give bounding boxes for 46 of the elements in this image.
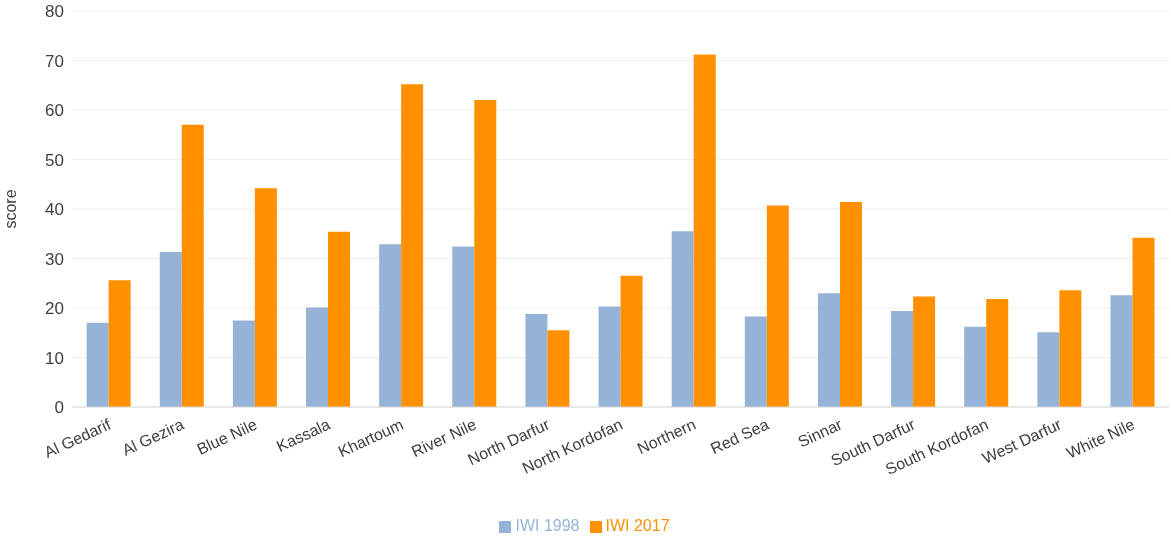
bar [693, 54, 716, 407]
x-tick-label: White Nile [1063, 415, 1138, 462]
bar [620, 275, 643, 407]
bar [401, 84, 424, 407]
bar [474, 100, 497, 407]
legend-label: IWI 1998 [515, 517, 580, 534]
bar [891, 310, 914, 407]
bar [964, 326, 987, 407]
bar [744, 316, 767, 407]
bar [671, 231, 694, 407]
legend-label: IWI 2017 [605, 517, 670, 534]
bar [766, 205, 789, 407]
y-tick-label: 40 [45, 200, 64, 220]
bar [525, 313, 548, 407]
bar [547, 330, 570, 407]
y-tick-label: 70 [45, 51, 64, 71]
x-tick-label: Al Gezira [119, 415, 187, 459]
bar [986, 299, 1009, 407]
y-tick-label: 30 [45, 249, 64, 269]
bar [1132, 237, 1155, 407]
bar [86, 322, 109, 407]
bar [254, 188, 277, 407]
y-tick-label: 0 [54, 398, 64, 418]
bar [1059, 290, 1082, 407]
bar [913, 296, 936, 407]
bar [379, 244, 402, 407]
bar [452, 246, 475, 407]
bar [328, 231, 351, 407]
bar [232, 320, 255, 407]
y-tick-label: 50 [45, 150, 64, 170]
bar [1110, 295, 1133, 407]
y-tick-label: 10 [45, 348, 64, 368]
y-axis-title: score [1, 189, 19, 229]
bar [817, 293, 840, 407]
bar [306, 307, 329, 407]
bar [181, 124, 204, 407]
y-tick-label: 60 [45, 101, 64, 121]
bar [839, 202, 862, 407]
x-tick-label: Red Sea [707, 415, 772, 458]
bar [108, 280, 131, 407]
bar [1037, 332, 1060, 407]
y-tick-label: 80 [45, 2, 64, 22]
x-tick-label: Blue Nile [194, 415, 260, 459]
y-tick-label: 20 [45, 299, 64, 319]
bar [598, 306, 621, 407]
bar [159, 252, 182, 407]
